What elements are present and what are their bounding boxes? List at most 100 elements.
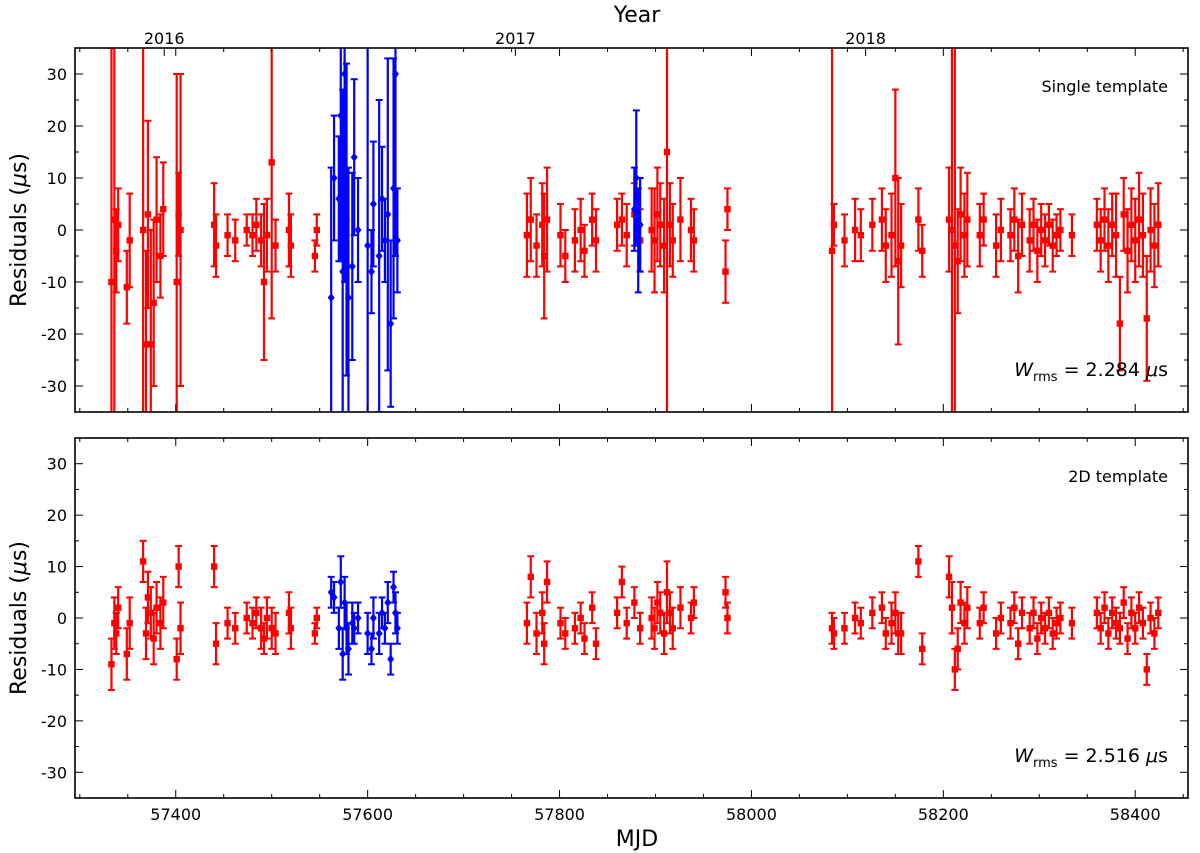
point-marker	[249, 232, 256, 239]
point-marker	[651, 625, 658, 632]
point-marker	[1105, 242, 1112, 249]
point-marker	[1120, 211, 1127, 218]
point-marker	[1068, 232, 1076, 239]
point-marker	[212, 242, 220, 249]
point-marker	[841, 625, 848, 632]
data-point	[1097, 208, 1105, 273]
point-marker	[354, 613, 362, 623]
data-point	[571, 611, 579, 645]
point-marker	[369, 613, 377, 623]
point-marker	[126, 237, 133, 244]
point-marker	[1037, 614, 1045, 622]
data-point	[159, 575, 167, 630]
point-marker	[1112, 619, 1120, 627]
data-point	[252, 197, 260, 252]
data-point	[580, 223, 588, 278]
point-marker	[690, 237, 698, 244]
point-marker	[557, 232, 564, 239]
point-marker	[636, 625, 644, 632]
point-marker	[945, 573, 953, 581]
data-point	[159, 161, 167, 257]
data-point	[618, 192, 626, 247]
point-marker	[1037, 226, 1045, 234]
x-tick-label: 57400	[150, 805, 201, 824]
data-point	[533, 611, 541, 655]
data-point	[153, 156, 161, 283]
y-tick-label: -10	[41, 273, 67, 292]
point-marker	[527, 573, 534, 581]
data-point	[669, 606, 677, 650]
data-point	[1014, 627, 1022, 661]
point-marker	[1053, 619, 1060, 627]
point-marker	[888, 619, 895, 627]
point-marker	[364, 628, 372, 638]
data-point	[897, 203, 905, 289]
x-tick-label: 58000	[726, 805, 777, 824]
point-marker	[249, 619, 256, 627]
x-tick-label: 58400	[1110, 805, 1161, 824]
series-square	[107, 48, 1162, 412]
point-marker	[285, 226, 293, 234]
data-point	[690, 586, 698, 619]
data-point	[618, 565, 626, 599]
point-marker	[210, 221, 218, 228]
data-point	[980, 192, 988, 247]
y-tick-label: -10	[41, 660, 67, 679]
data-point	[841, 213, 849, 268]
y-tick-label: 0	[57, 221, 67, 240]
data-point	[561, 229, 569, 283]
data-point	[723, 601, 731, 635]
point-marker	[992, 242, 1000, 249]
point-marker	[253, 221, 260, 228]
data-point	[636, 177, 644, 273]
point-marker	[1155, 609, 1162, 617]
point-marker	[851, 614, 859, 622]
point-marker	[588, 604, 596, 611]
data-point	[888, 192, 896, 278]
data-point	[951, 48, 959, 412]
point-marker	[260, 278, 268, 286]
y-axis-label: Residuals (μs)	[7, 541, 32, 695]
data-point	[1143, 255, 1151, 382]
point-marker	[1132, 625, 1139, 632]
point-marker	[992, 630, 1000, 637]
point-marker	[648, 226, 655, 234]
point-marker	[369, 199, 377, 209]
point-marker	[1155, 221, 1162, 228]
data-point	[556, 203, 564, 268]
point-marker	[150, 635, 157, 642]
point-marker	[581, 247, 588, 254]
y-tick-label: 10	[47, 558, 67, 577]
data-point	[1124, 208, 1132, 294]
point-marker	[354, 225, 362, 235]
point-marker	[666, 221, 674, 228]
data-point	[882, 208, 890, 283]
point-marker	[123, 650, 131, 658]
data-point	[997, 197, 1005, 263]
data-point	[830, 203, 838, 247]
point-marker	[1139, 232, 1147, 239]
wrms-value: = 2.284	[1058, 359, 1146, 381]
point-marker	[724, 206, 731, 213]
y-tick-label: -20	[41, 325, 67, 344]
data-point	[1131, 197, 1139, 283]
data-point	[1037, 203, 1045, 257]
data-point	[577, 197, 585, 263]
point-marker	[384, 598, 392, 608]
data-point	[676, 586, 684, 630]
data-point	[540, 622, 548, 666]
data-point	[1154, 596, 1162, 630]
point-marker	[878, 216, 886, 223]
data-point	[1097, 611, 1105, 645]
point-marker	[1143, 666, 1150, 673]
data-point	[882, 617, 890, 650]
data-point	[1056, 208, 1064, 252]
point-marker	[897, 630, 905, 637]
point-marker	[1101, 216, 1108, 223]
point-marker	[114, 221, 122, 228]
point-marker	[1007, 232, 1014, 239]
point-marker	[1041, 625, 1049, 632]
data-point	[571, 208, 579, 273]
data-point	[527, 177, 535, 263]
y-axis-label-text: Residuals (	[7, 187, 32, 307]
